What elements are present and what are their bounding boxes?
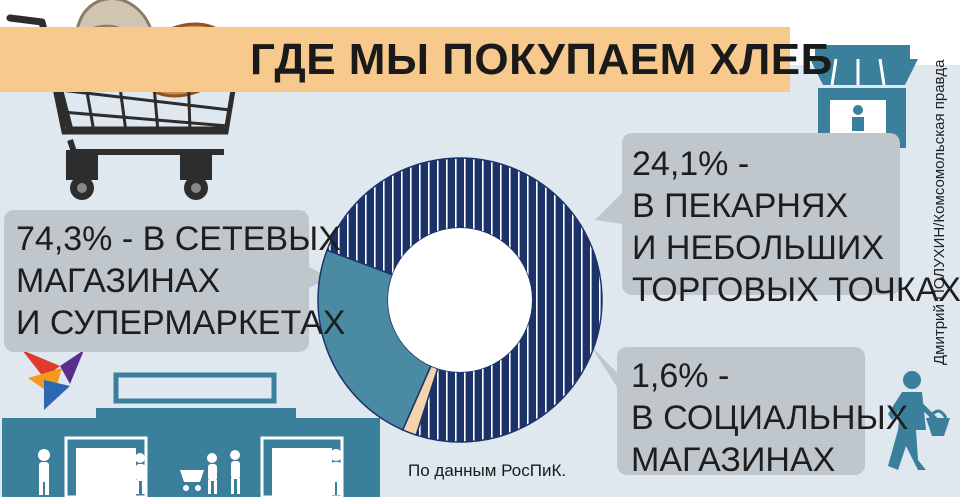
photo-credit-wrapper: Дмитрий ПОЛУХИН/Комсомольская правда [931, 60, 948, 366]
callout-line: 74,3% - В СЕТЕВЫХ [16, 220, 341, 258]
callout-line: МАГАЗИНАХ [16, 262, 221, 300]
callout-line: И СУПЕРМАРКЕТАХ [16, 304, 346, 342]
callout-line: В ПЕКАРНЯХ [632, 187, 849, 225]
donut-chart [317, 157, 603, 443]
callout-line: ТОРГОВЫХ ТОЧКАХ [632, 271, 960, 309]
callout-small-pointer [590, 345, 622, 395]
callout-social-stores: 1,6% - В СОЦИАЛЬНЫХ МАГАЗИНАХ [617, 347, 909, 479]
callout-bakeries: 24,1% - В ПЕКАРНЯХ И НЕБОЛЬШИХ ТОРГОВЫХ … [622, 133, 960, 309]
chart-title: ГДЕ МЫ ПОКУПАЕМ ХЛЕБ [250, 35, 833, 84]
callout-line: 1,6% - [631, 357, 730, 395]
bird-logo-icon [22, 350, 84, 410]
callout-line: И НЕБОЛЬШИХ [632, 229, 885, 267]
callout-line: В СОЦИАЛЬНЫХ [631, 399, 909, 437]
shopper-with-basket-icon [888, 371, 950, 470]
photo-credit: Дмитрий ПОЛУХИН/Комсомольская правда [931, 59, 948, 365]
callout-right-pointer [595, 185, 630, 225]
source-note: По данным РосПиК. [408, 461, 567, 480]
callout-line: МАГАЗИНАХ [631, 441, 836, 479]
donut-hole [388, 228, 532, 372]
callout-line: 24,1% - [632, 145, 750, 183]
title-band [0, 27, 790, 92]
supermarket-building-icon [2, 372, 380, 497]
callout-supermarkets: 74,3% - В СЕТЕВЫХ МАГАЗИНАХ И СУПЕРМАРКЕ… [4, 210, 346, 352]
